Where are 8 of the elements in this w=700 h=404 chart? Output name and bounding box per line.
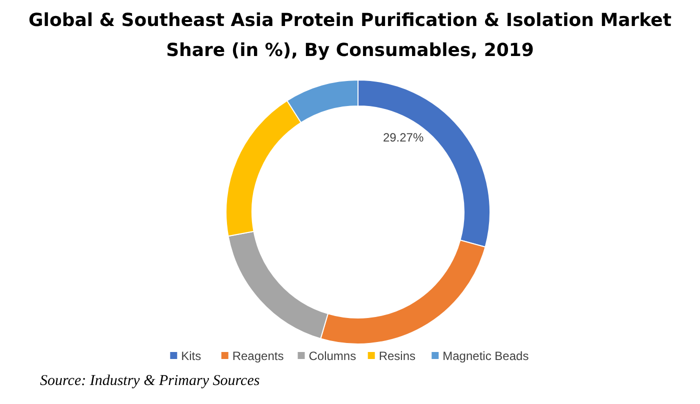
legend-label: Columns — [308, 349, 356, 363]
chart-title: Global & Southeast Asia Protein Purification & Isolation Market Share (in %), By Consumables, 2019 — [28, 10, 672, 61]
legend-label: Magnetic Beads — [442, 349, 529, 363]
legend-label: Resins — [378, 349, 416, 363]
source-note: Source: Industry & Primary Sources — [40, 373, 260, 389]
legend-label: Reagents — [232, 349, 284, 363]
legend-label: Kits — [181, 349, 202, 363]
data-label: 29.27% — [382, 130, 424, 144]
